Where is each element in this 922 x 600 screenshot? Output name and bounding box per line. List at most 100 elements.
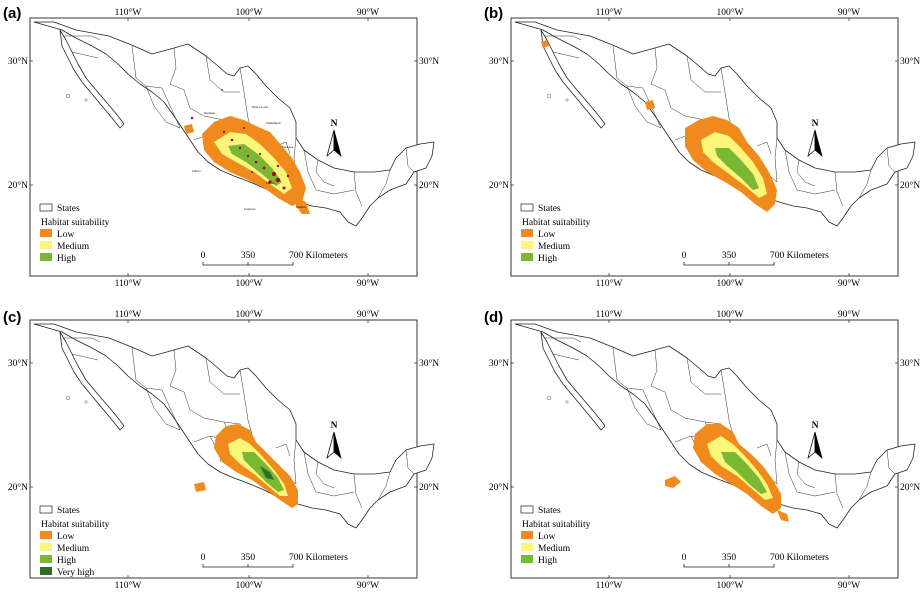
longitude-tick-label: 90°W xyxy=(357,278,379,289)
legend-swatch xyxy=(40,229,52,237)
scale-bar-label: 700 Kilometers xyxy=(770,553,829,563)
legend-class-label: High xyxy=(538,254,557,264)
legend-class-label: High xyxy=(57,556,76,566)
legend-title: Habitat suitability xyxy=(41,520,110,530)
legend-states-label: States xyxy=(538,506,561,516)
latitude-tick-label: 30°N xyxy=(419,358,439,369)
state-name-label: Jalisco xyxy=(192,169,201,173)
legend-swatch-states xyxy=(520,203,534,212)
state-name-label: Oaxaca xyxy=(296,205,306,209)
longitude-tick-label: 100°W xyxy=(716,309,743,320)
legend-class-label: Low xyxy=(538,230,556,240)
longitude-tick-label: 90°W xyxy=(838,278,860,289)
longitude-tick-label: 90°W xyxy=(838,309,860,320)
legend-states-label: States xyxy=(538,204,561,214)
mexico-map: Durango Nuevo León Tamaulipas Jalisco Guerre… xyxy=(33,21,435,227)
legend-swatch xyxy=(40,241,52,249)
legend-class-label: Medium xyxy=(57,242,90,252)
longitude-tick-label: 90°W xyxy=(357,580,379,591)
legend-class-label: Low xyxy=(57,230,75,240)
latitude-tick-label: 30°N xyxy=(8,56,28,67)
legend-class-label: Medium xyxy=(538,544,571,554)
scale-bar-label: 700 Kilometers xyxy=(289,553,348,563)
longitude-tick-label: 110°W xyxy=(115,309,142,320)
scale-bar: 0 350 700 Kilometers xyxy=(682,553,829,568)
legend-class-label: Low xyxy=(538,532,556,542)
north-label: N xyxy=(812,119,819,129)
scale-bar-label: 350 xyxy=(722,251,737,261)
scale-bar-line xyxy=(683,262,775,266)
legend-swatch-states xyxy=(39,203,53,212)
north-arrow-right xyxy=(333,431,342,460)
legend-swatch xyxy=(40,543,52,551)
legend-title: Habitat suitability xyxy=(41,218,110,228)
legend-class-label: Very high xyxy=(57,568,94,578)
legend-swatch xyxy=(521,241,533,249)
longitude-tick-label: 90°W xyxy=(838,580,860,591)
longitude-tick-label: 90°W xyxy=(357,309,379,320)
legend-swatch xyxy=(521,229,533,237)
panel-label: (b) xyxy=(484,5,503,22)
legend-class-label: High xyxy=(538,556,557,566)
north-label: N xyxy=(812,421,819,431)
state-name-label: Puebla xyxy=(266,181,275,185)
scale-bar-label: 350 xyxy=(241,251,256,261)
north-arrow-right xyxy=(814,129,823,158)
map-panel: (a) 110°W 110°W 100°W 100°W 90°W 90°W 30°N 30°N 2… xyxy=(3,5,439,289)
latitude-tick-label: 20°N xyxy=(900,180,920,191)
latitude-tick-label: 30°N xyxy=(900,358,920,369)
legend: States Habitat suitability Low Medium High xyxy=(520,203,591,264)
scale-bar-label: 700 Kilometers xyxy=(770,251,829,261)
legend-class-label: High xyxy=(57,254,76,264)
legend: States Habitat suitability Low Medium High xyxy=(39,203,110,264)
legend-title: Habitat suitability xyxy=(522,520,591,530)
legend-class-label: Low xyxy=(57,532,75,542)
north-arrow-right xyxy=(333,129,342,158)
longitude-tick-label: 110°W xyxy=(115,7,142,18)
panel-label: (c) xyxy=(3,309,21,326)
north-arrow-right xyxy=(814,431,823,460)
longitude-tick-label: 110°W xyxy=(596,278,623,289)
legend-class-label: Medium xyxy=(57,544,90,554)
scale-bar-line xyxy=(202,262,294,266)
scale-bar: 0 350 700 Kilometers xyxy=(201,553,348,568)
legend-swatch xyxy=(40,531,52,539)
north-label: N xyxy=(331,119,338,129)
latitude-tick-label: 30°N xyxy=(489,358,509,369)
latitude-tick-label: 30°N xyxy=(8,358,28,369)
longitude-tick-label: 100°W xyxy=(716,580,743,591)
legend-swatch xyxy=(521,543,533,551)
map-panel: (b) 110°W 110°W 100°W 100°W 90°W 90°W 30°N 30°N 2… xyxy=(484,5,920,289)
longitude-tick-label: 100°W xyxy=(235,7,262,18)
north-arrow-icon: N xyxy=(326,421,342,460)
legend-swatch xyxy=(521,531,533,539)
state-name-label: Veracruz xyxy=(282,145,294,149)
latitude-tick-label: 20°N xyxy=(8,180,28,191)
longitude-tick-label: 110°W xyxy=(115,278,142,289)
legend-swatch xyxy=(40,567,52,575)
latitude-tick-label: 30°N xyxy=(900,56,920,67)
longitude-tick-label: 110°W xyxy=(596,309,623,320)
north-arrow-icon: N xyxy=(807,421,823,460)
legend-swatch-states xyxy=(520,505,534,514)
latitude-tick-label: 20°N xyxy=(489,482,509,493)
legend-swatch-states xyxy=(39,505,53,514)
latitude-tick-label: 20°N xyxy=(419,482,439,493)
latitude-tick-label: 20°N xyxy=(8,482,28,493)
latitude-tick-label: 30°N xyxy=(419,56,439,67)
north-arrow-icon: N xyxy=(326,119,342,158)
north-label: N xyxy=(331,421,338,431)
scale-bar-label: 0 xyxy=(201,251,206,261)
map-panel: (c) 110°W 110°W 100°W 100°W 90°W 90°W 30°N 30°N 2… xyxy=(3,309,439,591)
legend-swatch xyxy=(40,253,52,261)
north-arrow-icon: N xyxy=(807,119,823,158)
legend: States Habitat suitability Low Medium High Ve… xyxy=(39,505,110,578)
panel-label: (a) xyxy=(3,5,21,22)
legend-title: Habitat suitability xyxy=(522,218,591,228)
scale-bar-label: 0 xyxy=(201,553,206,563)
state-name-label: Nuevo León xyxy=(252,105,268,109)
state-name-label: Guerrero xyxy=(244,207,256,211)
latitude-tick-label: 20°N xyxy=(489,180,509,191)
scale-bar: 0 350 700 Kilometers xyxy=(682,251,829,266)
longitude-tick-label: 100°W xyxy=(235,309,262,320)
